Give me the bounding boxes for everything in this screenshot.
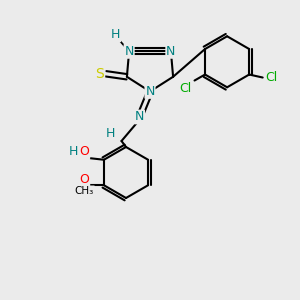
Text: N: N [145, 85, 155, 98]
Text: N: N [166, 45, 176, 58]
Text: N: N [135, 110, 144, 124]
Text: O: O [80, 145, 89, 158]
Text: CH₃: CH₃ [75, 186, 94, 196]
Text: Cl: Cl [179, 82, 192, 94]
Text: O: O [80, 173, 89, 186]
Text: H: H [105, 127, 115, 140]
Text: Cl: Cl [266, 71, 278, 84]
Text: S: S [95, 67, 104, 81]
Text: H: H [111, 28, 120, 41]
Text: N: N [124, 45, 134, 58]
Text: H: H [69, 145, 79, 158]
